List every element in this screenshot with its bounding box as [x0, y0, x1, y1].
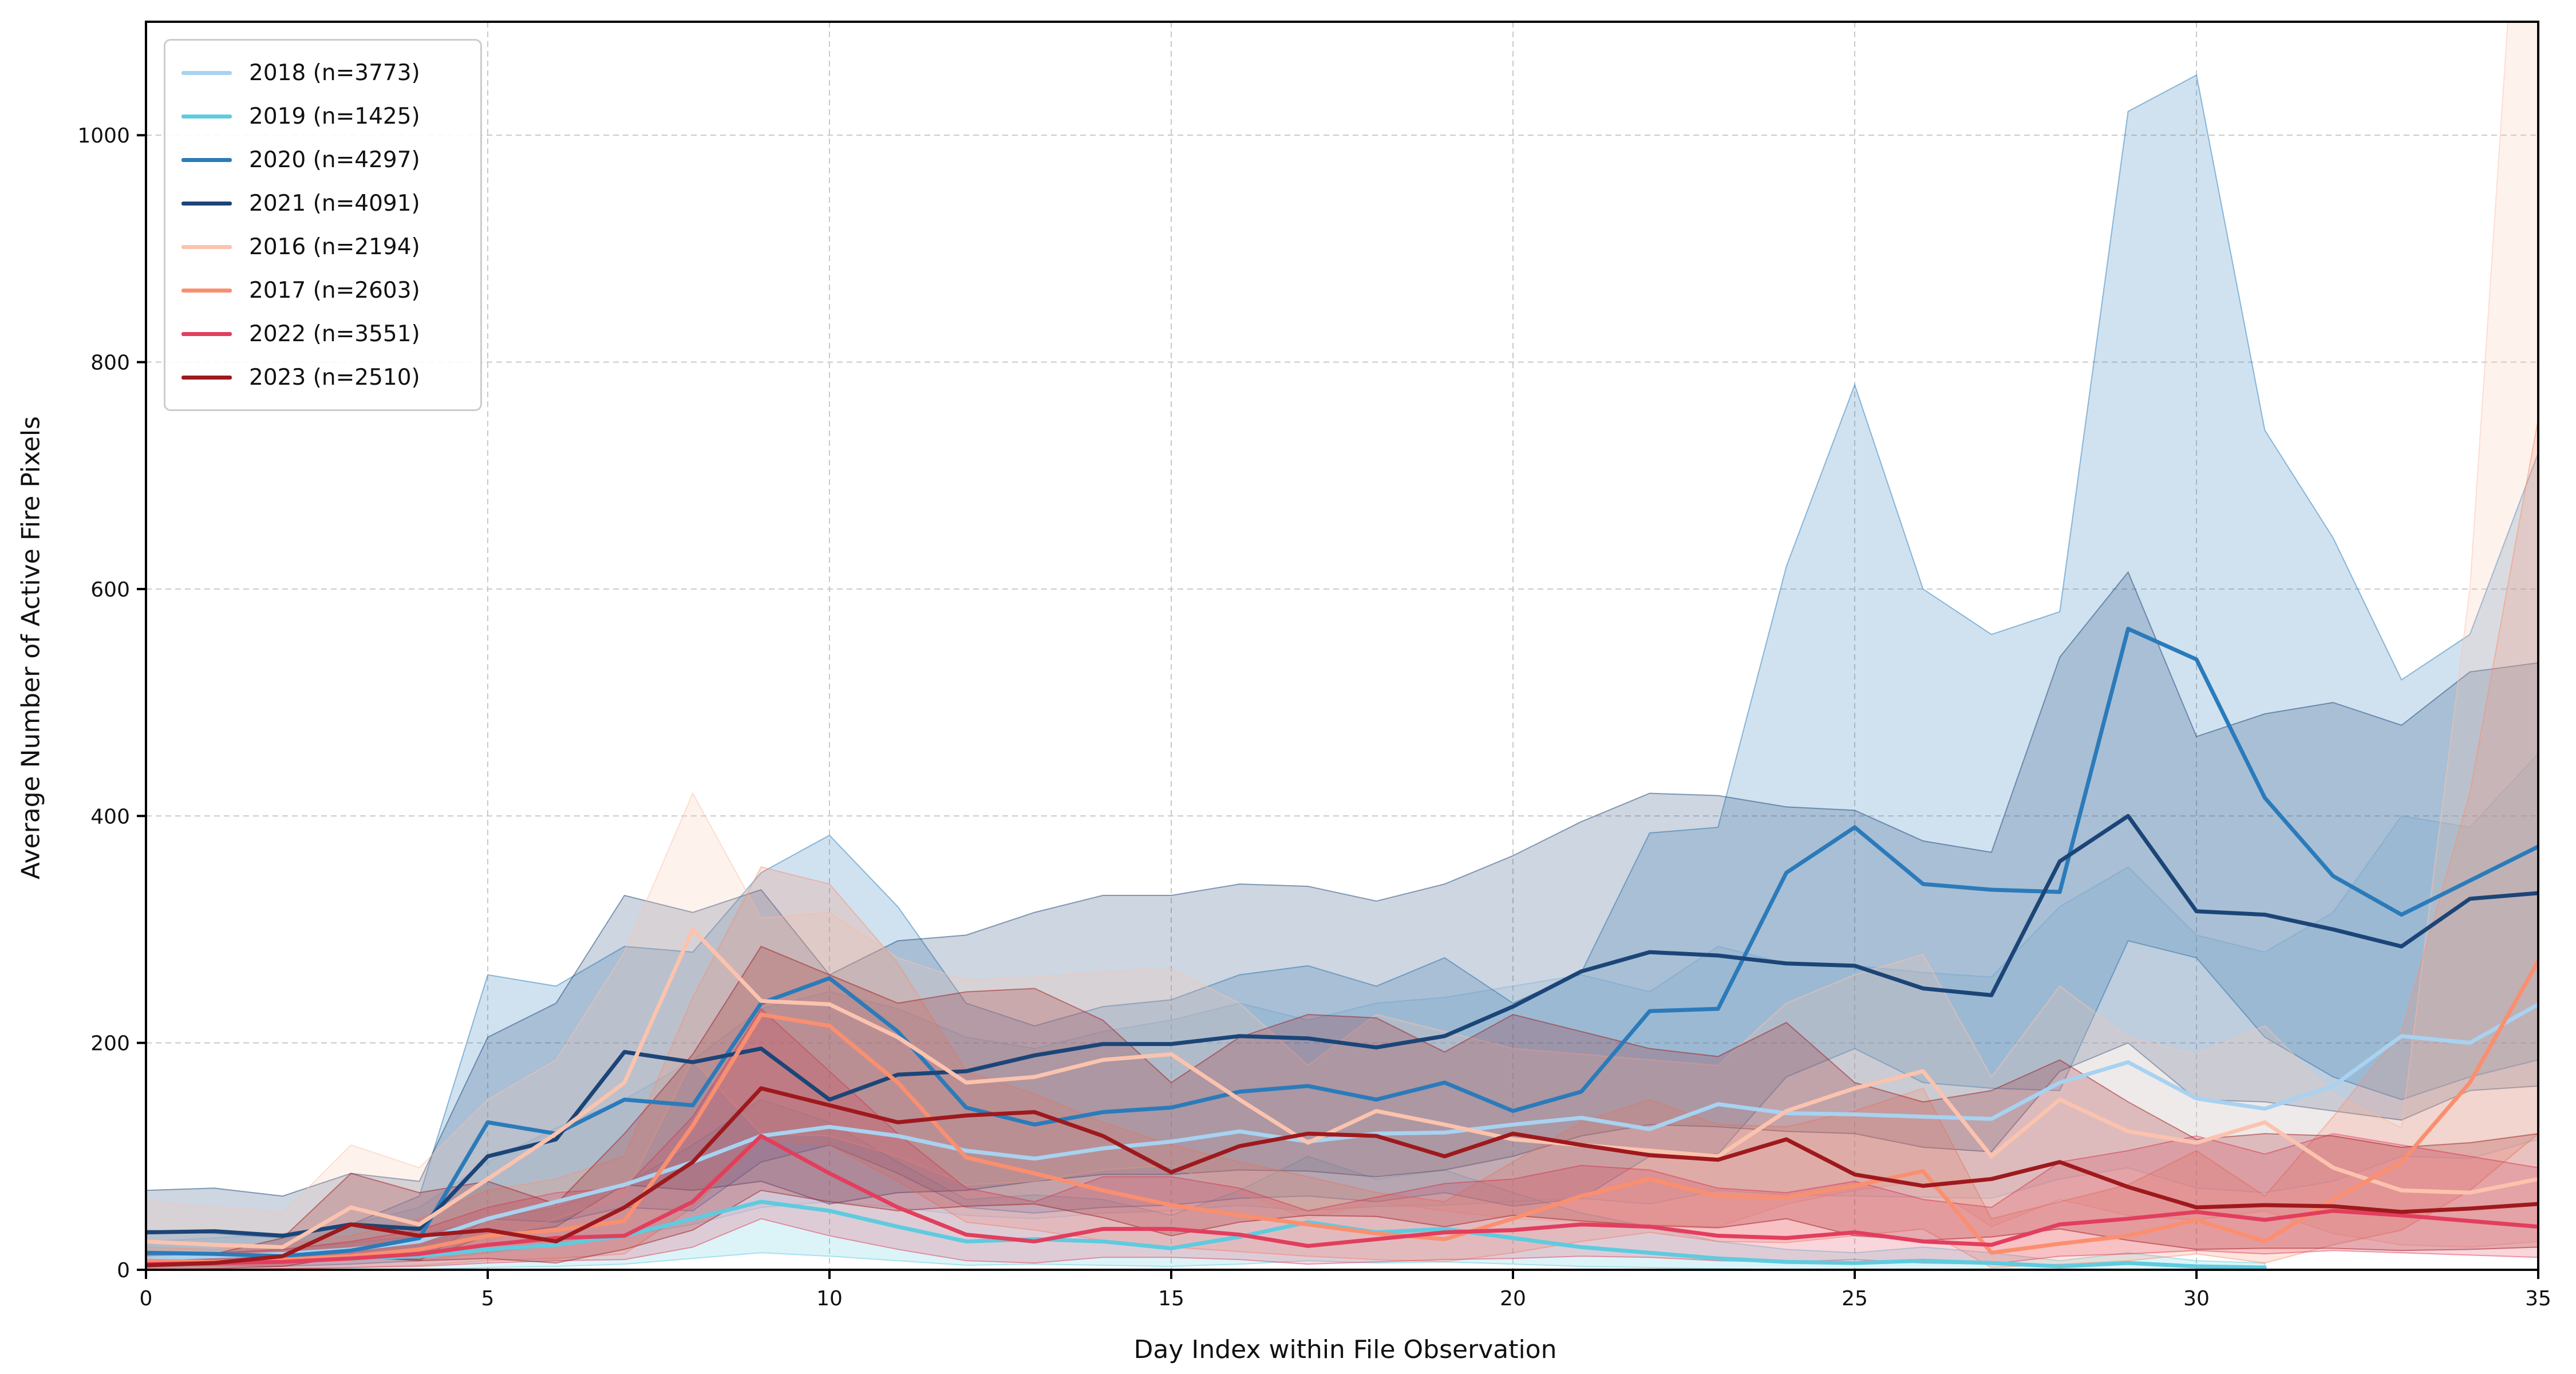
legend-swatch-2020: [181, 157, 232, 162]
svg-text:200: 200: [90, 1032, 130, 1056]
svg-text:30: 30: [2183, 1287, 2210, 1310]
legend-item-2018[interactable]: 2018 (n=3773): [181, 51, 464, 94]
legend-label: 2016 (n=2194): [249, 234, 420, 260]
svg-text:1000: 1000: [77, 124, 130, 148]
svg-text:20: 20: [1500, 1287, 1526, 1310]
legend-swatch-2018: [181, 70, 232, 75]
svg-text:600: 600: [90, 578, 130, 602]
legend: 2018 (n=3773) 2019 (n=1425) 2020 (n=4297…: [164, 39, 482, 411]
legend-label: 2022 (n=3551): [249, 321, 420, 347]
svg-text:25: 25: [1842, 1287, 1868, 1310]
svg-text:10: 10: [816, 1287, 843, 1310]
legend-label: 2018 (n=3773): [249, 60, 420, 86]
legend-swatch-2023: [181, 375, 232, 380]
legend-label: 2023 (n=2510): [249, 364, 420, 390]
legend-item-2017[interactable]: 2017 (n=2603): [181, 269, 464, 312]
legend-swatch-2019: [181, 114, 232, 119]
legend-item-2020[interactable]: 2020 (n=4297): [181, 138, 464, 181]
legend-item-2016[interactable]: 2016 (n=2194): [181, 225, 464, 269]
legend-item-2021[interactable]: 2021 (n=4091): [181, 181, 464, 225]
legend-swatch-2016: [181, 244, 232, 249]
legend-label: 2017 (n=2603): [249, 277, 420, 303]
svg-text:400: 400: [90, 805, 130, 828]
svg-text:0: 0: [140, 1287, 153, 1310]
legend-swatch-2022: [181, 331, 232, 336]
legend-swatch-2021: [181, 201, 232, 206]
svg-text:35: 35: [2525, 1287, 2551, 1310]
legend-label: 2019 (n=1425): [249, 103, 420, 129]
legend-item-2019[interactable]: 2019 (n=1425): [181, 94, 464, 138]
y-axis-label: Average Number of Active Fire Pixels: [16, 416, 46, 880]
x-axis-label: Day Index within File Observation: [1133, 1335, 1557, 1364]
legend-item-2023[interactable]: 2023 (n=2510): [181, 356, 464, 399]
svg-text:800: 800: [90, 352, 130, 375]
legend-swatch-2017: [181, 288, 232, 293]
svg-text:5: 5: [481, 1287, 495, 1310]
svg-text:15: 15: [1158, 1287, 1184, 1310]
legend-item-2022[interactable]: 2022 (n=3551): [181, 312, 464, 356]
legend-label: 2021 (n=4091): [249, 190, 420, 216]
svg-text:0: 0: [117, 1259, 130, 1282]
legend-label: 2020 (n=4297): [249, 147, 420, 173]
